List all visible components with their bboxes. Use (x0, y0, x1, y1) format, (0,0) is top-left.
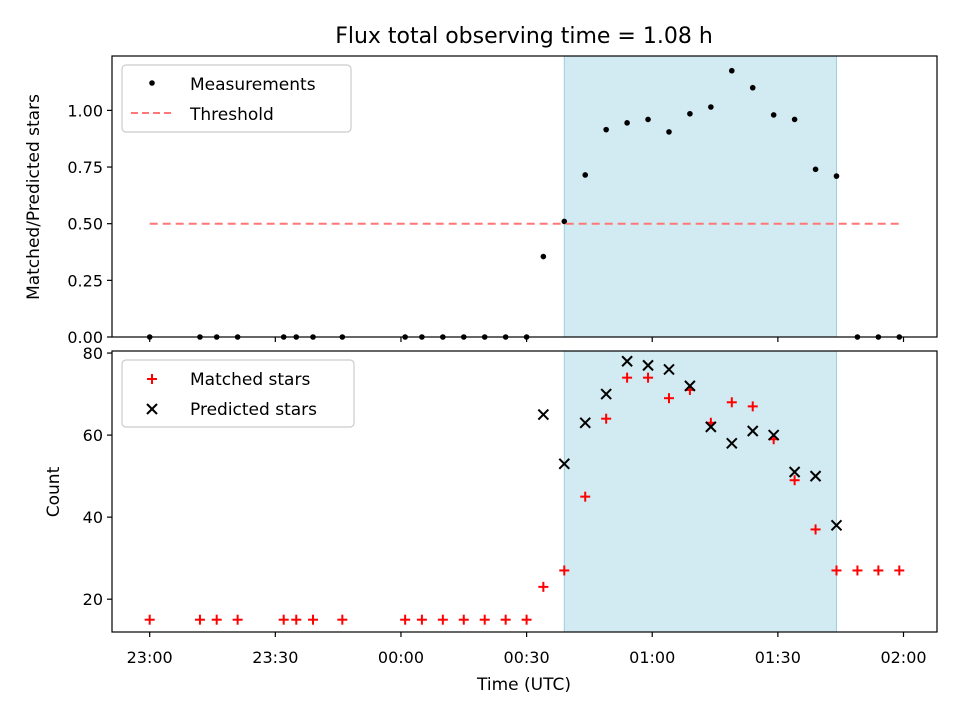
x-tick-label: 02:00 (880, 648, 926, 667)
legend-dot-icon (149, 80, 155, 86)
predicted-star-point (747, 425, 759, 437)
matched-star-point (852, 565, 863, 576)
matched-star-point (400, 614, 411, 625)
top-shaded-region (563, 55, 837, 338)
bottom-axes-frame (111, 350, 938, 633)
matched-star-point (580, 491, 591, 502)
matched-star-point (622, 372, 633, 383)
matched-star-point (873, 565, 884, 576)
measurement-point (791, 116, 798, 123)
matched-star-point (437, 614, 448, 625)
predicted-star-point (788, 466, 801, 478)
matched-star-point (337, 614, 348, 625)
y-tick-label: 1.00 (67, 101, 103, 120)
legend-matched: Matched stars (190, 370, 310, 390)
legend-threshold: Threshold (189, 105, 274, 125)
top-ylabel: Matched/Predicted stars (24, 94, 44, 300)
matched-star-point (144, 614, 155, 625)
measurement-point (540, 253, 547, 260)
predicted-star-point (663, 363, 675, 376)
matched-star-point (416, 614, 427, 625)
matched-star-point (232, 614, 243, 625)
legend-measurements: Measurements (190, 75, 316, 95)
predicted-star-point (726, 437, 738, 450)
legend-predicted: Predicted stars (190, 400, 317, 420)
predicted-star-point (642, 359, 654, 372)
predicted-star-point (830, 519, 843, 532)
legend-x-icon (146, 403, 158, 415)
top-panel: 0.00 0.25 0.50 0.75 1.00 Matched/Predicted s… (24, 55, 938, 347)
matched-star-point (726, 397, 737, 408)
measurement-point (708, 104, 714, 110)
measurement-point (728, 67, 735, 74)
legend-plus-icon (147, 374, 157, 384)
x-tick-label: 23:00 (127, 648, 173, 667)
y-tick-label: 0.50 (67, 215, 103, 234)
predicted-star-point (537, 408, 550, 421)
matched-star-point (194, 614, 205, 625)
matched-star-point (538, 581, 549, 592)
predicted-star-point (621, 355, 633, 367)
matched-star-point (458, 614, 469, 625)
measurement-point (749, 84, 756, 91)
predicted-star-point (705, 421, 717, 433)
measurement-point (833, 173, 840, 179)
predicted-star-point (600, 388, 612, 400)
predicted-star-point (579, 417, 591, 429)
matched-star-point (789, 475, 800, 486)
bottom-legend: Matched stars Predicted stars (121, 359, 355, 428)
predicted-star-point (767, 429, 780, 441)
measurement-point (582, 172, 589, 178)
x-tick-label: 00:00 (378, 648, 424, 667)
matched-star-point (500, 614, 511, 625)
bottom-panel: 20 40 60 80 23:00 23:30 00:00 00:30 01:00 01:30 0… (44, 344, 938, 667)
measurement-point (812, 166, 819, 173)
measurement-point (603, 126, 609, 133)
measurement-point (645, 116, 651, 123)
x-tick-label: 01:30 (755, 648, 801, 667)
predicted-star-point (809, 470, 822, 482)
y-tick-label: 0.00 (67, 328, 103, 347)
matched-star-point (291, 614, 302, 625)
measurement-point (666, 129, 672, 135)
matched-star-point (308, 614, 319, 625)
measurement-point (624, 120, 630, 126)
y-tick-label: 40 (83, 508, 103, 527)
measurement-point (687, 110, 693, 117)
bottom-ylabel: Count (44, 466, 64, 517)
y-tick-label: 60 (83, 426, 103, 445)
matched-star-point (559, 565, 570, 576)
matched-star-point (211, 614, 222, 625)
y-tick-label: 80 (83, 344, 103, 363)
measurement-point (561, 218, 568, 225)
top-axes-frame (111, 55, 938, 338)
y-tick-label: 0.25 (67, 271, 103, 290)
matched-star-point (479, 614, 490, 625)
matched-star-point (643, 372, 654, 383)
x-axis-label: Time (UTC) (476, 675, 571, 695)
matched-star-point (747, 401, 758, 412)
matched-star-point (894, 565, 905, 576)
predicted-star-point (558, 458, 570, 470)
matched-star-point (831, 565, 842, 576)
chart-title: Flux total observing time = 1.08 h (335, 24, 713, 49)
matched-star-point (521, 614, 532, 625)
x-tick-label: 01:00 (629, 648, 675, 667)
x-tick-label: 23:30 (252, 648, 298, 667)
predicted-star-point (684, 380, 696, 392)
matched-star-point (663, 393, 674, 404)
matched-star-point (810, 524, 821, 535)
y-tick-label: 20 (83, 590, 103, 609)
matched-star-point (278, 614, 289, 625)
top-legend: Measurements Threshold (121, 64, 352, 133)
matched-star-point (601, 413, 612, 424)
measurement-point (770, 112, 777, 118)
y-tick-label: 0.75 (67, 158, 103, 177)
x-tick-label: 00:30 (504, 648, 550, 667)
